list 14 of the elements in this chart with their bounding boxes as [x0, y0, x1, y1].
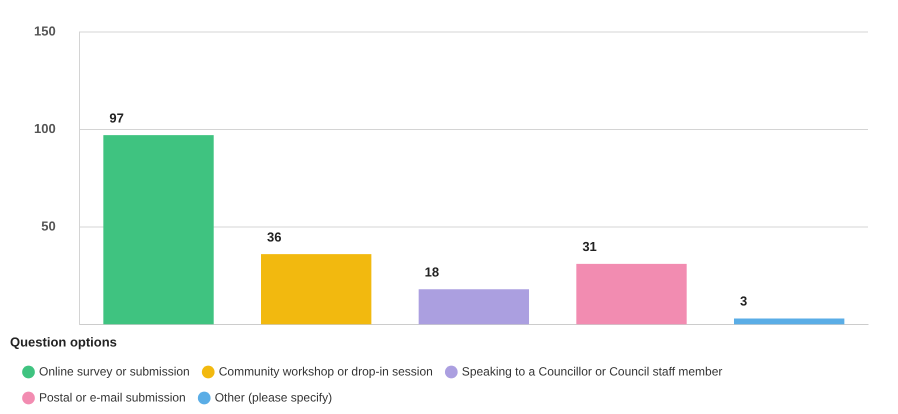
- legend-label: Online survey or submission: [39, 364, 190, 378]
- legend-label: Postal or e-mail submission: [39, 390, 186, 404]
- data-label: 18: [424, 264, 440, 280]
- y-tick-label: 50: [41, 218, 56, 234]
- y-tick-label: 150: [34, 23, 56, 38]
- legend-label: Speaking to a Councillor or Council staff member: [462, 364, 722, 378]
- legend-label: Other (please specify): [214, 390, 332, 404]
- data-label: 36: [267, 229, 282, 244]
- data-label: 97: [109, 110, 124, 126]
- legend-label: Community workshop or drop-in session: [218, 364, 433, 378]
- legend-title: Question options: [10, 334, 117, 350]
- y-tick-label: 100: [34, 120, 56, 136]
- data-label: 31: [582, 239, 597, 254]
- data-label: 3: [740, 294, 748, 309]
